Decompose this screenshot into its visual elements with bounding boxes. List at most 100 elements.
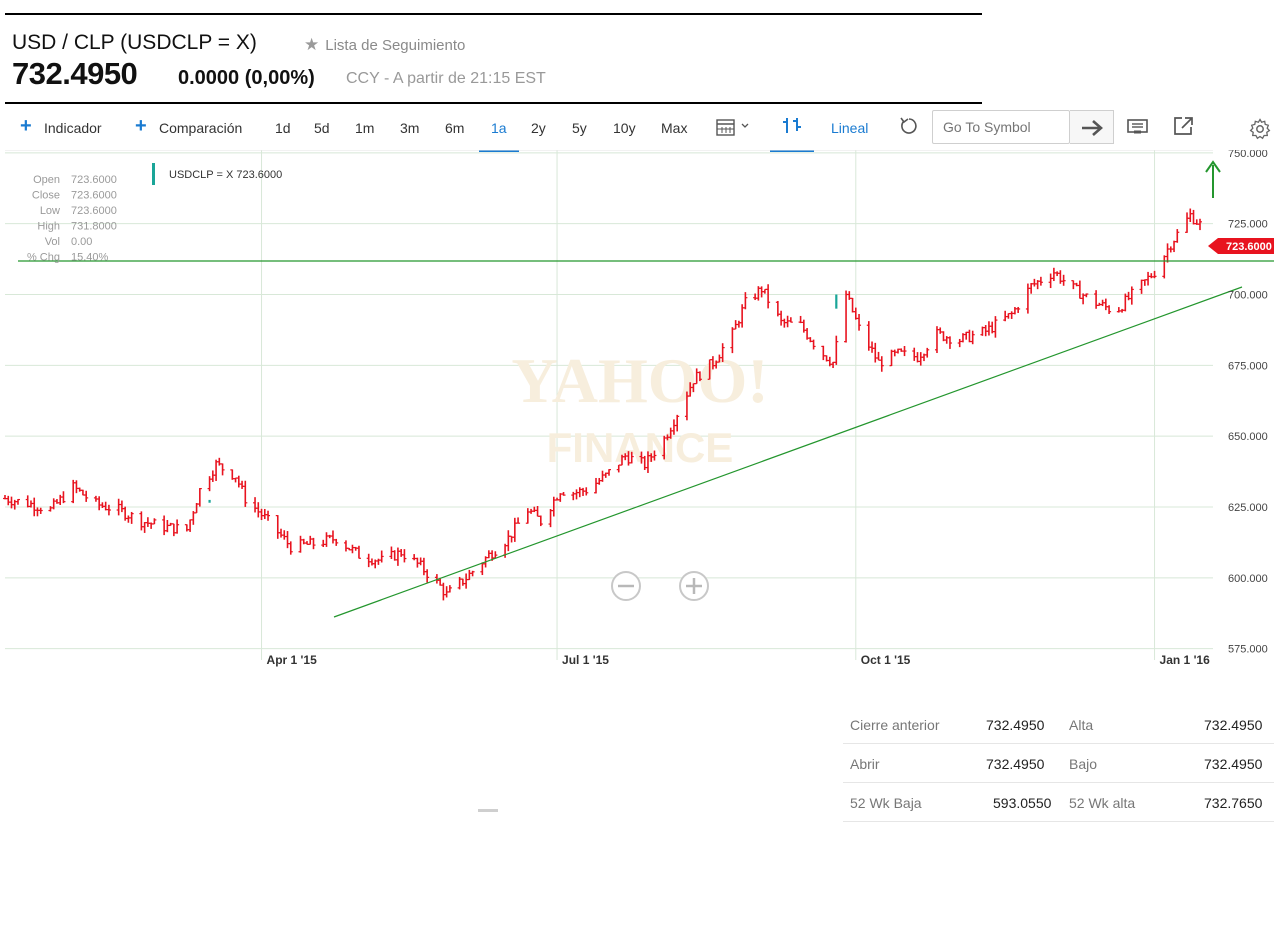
- go-to-symbol-button[interactable]: [1070, 110, 1114, 144]
- ohlc-bar: [106, 504, 111, 516]
- current-price: 732.4950: [12, 56, 138, 91]
- ohlc-bar: [736, 320, 741, 328]
- price-change: 0.0000 (0,00%): [178, 67, 315, 89]
- ohlc-bar: [1162, 255, 1167, 279]
- ohlc-bar: [288, 541, 293, 555]
- range-1a-button[interactable]: 1a: [491, 120, 507, 136]
- ohlc-bar: [369, 558, 374, 566]
- chart-scale-button[interactable]: Lineal: [831, 120, 869, 136]
- ohlc-bar: [870, 341, 875, 353]
- ohlc-bar: [581, 487, 586, 496]
- ohlc-bar: [1129, 286, 1134, 305]
- print-icon[interactable]: [1126, 116, 1150, 143]
- ohlc-bar: [1071, 280, 1076, 290]
- ohlc-bar: [210, 470, 215, 482]
- ohlc-info-value: 723.6000: [71, 205, 117, 217]
- ohlc-info-label: High: [37, 221, 60, 233]
- range-6m-button[interactable]: 6m: [445, 120, 465, 136]
- add-comparison-button[interactable]: Comparación: [135, 115, 242, 138]
- y-tick-label: 675.000: [1228, 360, 1268, 372]
- ohlc-bar: [1029, 282, 1034, 294]
- ohlc-bar: [607, 469, 611, 476]
- ohlc-bar: [535, 506, 540, 517]
- active-chart-style-underline: [770, 150, 814, 152]
- ohlc-bar: [84, 490, 89, 502]
- ohlc-info-label: Close: [32, 190, 60, 202]
- ohlc-bar: [395, 547, 400, 566]
- ohlc-bar: [902, 345, 907, 357]
- range-2y-button[interactable]: 2y: [531, 120, 546, 136]
- chart-style-ohlc-icon[interactable]: [780, 115, 806, 144]
- ohlc-bar: [308, 535, 313, 545]
- ohlc-bar: [1116, 307, 1121, 313]
- ohlc-bar: [25, 495, 30, 508]
- zoom-in-button[interactable]: [679, 571, 709, 601]
- ohlc-bar: [392, 550, 397, 561]
- ohlc-bar: [1084, 293, 1089, 298]
- reset-icon[interactable]: [898, 115, 920, 142]
- ohlc-bar: [162, 515, 167, 536]
- ohlc-bar: [821, 345, 826, 361]
- ohlc-bar: [6, 495, 11, 506]
- add-indicator-button[interactable]: Indicador: [20, 115, 101, 138]
- range-5y-button[interactable]: 5y: [572, 120, 587, 136]
- ohlc-bar: [1016, 306, 1021, 313]
- ohlc-bar: [957, 338, 962, 348]
- ohlc-info-value: 723.6000: [71, 190, 117, 202]
- legend-swatch: [152, 163, 155, 185]
- settings-gear-icon[interactable]: [1248, 117, 1272, 146]
- ohlc-bar: [1009, 311, 1014, 319]
- ohlc-bar: [399, 549, 404, 557]
- ohlc-bar: [285, 531, 290, 549]
- ohlc-bar: [15, 498, 20, 505]
- x-tick-label: Jul 1 '15: [562, 653, 609, 667]
- stats-row: Cierre anterior 732.4950 Alta 732.4950: [843, 705, 1274, 744]
- ohlc-bar: [594, 477, 599, 494]
- ohlc-info-label: Low: [40, 205, 60, 217]
- ohlc-bar: [938, 327, 943, 334]
- range-10y-button[interactable]: 10y: [613, 120, 636, 136]
- plus-circle-icon: [686, 578, 702, 594]
- range-3m-button[interactable]: 3m: [400, 120, 420, 136]
- go-to-symbol-input[interactable]: [932, 110, 1070, 144]
- ohlc-bar: [600, 470, 605, 482]
- chart-toolbar: Indicador Comparación 1d 5d 1m 3m 6m 1a …: [0, 106, 1274, 152]
- x-tick-label: Jan 1 '16: [1160, 653, 1211, 667]
- ohlc-bar: [139, 511, 144, 531]
- share-external-icon[interactable]: [1172, 114, 1196, 143]
- stat-value: 732.4950: [1204, 717, 1263, 733]
- ohlc-bar: [876, 351, 881, 361]
- range-1m-button[interactable]: 1m: [355, 120, 375, 136]
- ohlc-bar: [61, 491, 66, 504]
- y-tick-label: 650.000: [1228, 431, 1268, 443]
- ohlc-bar: [548, 509, 553, 528]
- ohlc-bar: [188, 519, 193, 532]
- ohlc-bar: [145, 517, 150, 527]
- ohlc-bar: [1048, 273, 1053, 289]
- calendar-icon[interactable]: [716, 117, 756, 144]
- stat-value: 732.4950: [1204, 756, 1263, 772]
- stat-value: 732.7650: [1204, 795, 1263, 811]
- ohlc-bar: [675, 414, 680, 432]
- ohlc-bar: [129, 511, 134, 524]
- ohlc-bar: [584, 487, 589, 496]
- ohlc-bar: [282, 530, 287, 540]
- range-max-button[interactable]: Max: [661, 120, 688, 136]
- ohlc-bar: [1165, 243, 1170, 263]
- ohlc-bar: [986, 321, 991, 336]
- ohlc-bar: [330, 530, 335, 544]
- ohlc-bar: [766, 284, 771, 309]
- range-1d-button[interactable]: 1d: [275, 120, 291, 136]
- price-chart[interactable]: YAHOO! FINANCE 750.000 725.000 700.000 675.…: [0, 150, 1274, 670]
- last-price-label: 723.6000: [1226, 241, 1272, 253]
- zoom-out-button[interactable]: [611, 571, 641, 601]
- ohlc-bar: [262, 508, 267, 520]
- quote-info: CCY - A partir de 21:15 EST: [346, 70, 546, 87]
- ohlc-bar: [298, 535, 303, 553]
- watchlist-button[interactable]: ★ Lista de Seguimiento: [304, 35, 465, 55]
- ohlc-bar: [743, 292, 748, 310]
- range-5d-button[interactable]: 5d: [314, 120, 330, 136]
- ohlc-bar: [834, 335, 839, 365]
- ohlc-bar: [470, 570, 475, 577]
- stat-value: 732.4950: [986, 717, 1045, 733]
